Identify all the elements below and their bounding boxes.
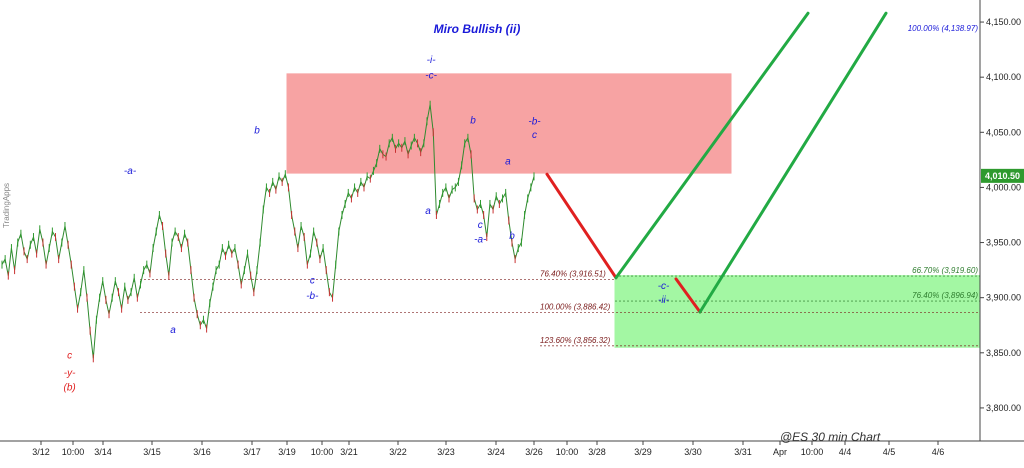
y-tick-label: 3,850.00 bbox=[986, 348, 1021, 358]
level-label: 66.70% (3,919.60) bbox=[912, 266, 978, 275]
x-tick-label: 3/16 bbox=[193, 447, 211, 457]
y-tick-label: 4,150.00 bbox=[986, 17, 1021, 27]
wave-label: (b) bbox=[64, 382, 76, 393]
level-label: 76.40% (3,896.94) bbox=[912, 291, 978, 300]
x-tick-label: 4/4 bbox=[839, 447, 852, 457]
y-tick-label: 3,800.00 bbox=[986, 403, 1021, 413]
x-tick-label: 10:00 bbox=[556, 447, 579, 457]
zones-layer bbox=[286, 73, 981, 348]
level-label: 100.00% (4,138.97) bbox=[908, 24, 979, 33]
x-tick-label: 10:00 bbox=[311, 447, 334, 457]
wave-label: -ii- bbox=[658, 295, 670, 306]
x-tick-label: 3/26 bbox=[525, 447, 543, 457]
watermark: TradingApps bbox=[2, 183, 11, 228]
y-tick-label: 3,900.00 bbox=[986, 293, 1021, 303]
wave-labels-layer: -a-b a c -b- -i- -c-a b c -a-a b -b-c -c- -ii-c -y- (b… bbox=[64, 55, 671, 393]
levels-layer: 76.40% (3,916.51) 100.00% (3,886.42) 123.6… bbox=[140, 24, 980, 347]
y-tick-label: 4,100.00 bbox=[986, 72, 1021, 82]
x-tick-label: 3/22 bbox=[389, 447, 407, 457]
target-zone bbox=[614, 275, 981, 348]
x-tick-label: 3/17 bbox=[243, 447, 261, 457]
last-price-label: 4,010.50 bbox=[985, 171, 1020, 181]
wave-label: -b- bbox=[306, 291, 319, 302]
y-tick-label: 4,050.00 bbox=[986, 127, 1021, 137]
x-tick-label: Apr bbox=[773, 447, 787, 457]
x-tick-label: 3/30 bbox=[684, 447, 702, 457]
green-up-1 bbox=[614, 11, 810, 280]
last-price-tag bbox=[981, 168, 1024, 183]
red-down-2 bbox=[674, 277, 702, 314]
x-tick-label: 3/31 bbox=[734, 447, 752, 457]
wave-label: c bbox=[532, 130, 537, 141]
x-tick-label: 3/19 bbox=[278, 447, 296, 457]
wave-label: -c- bbox=[425, 70, 437, 81]
x-tick-label: 3/21 bbox=[340, 447, 358, 457]
x-tick-label: 4/5 bbox=[883, 447, 896, 457]
wave-label: a bbox=[170, 325, 176, 336]
x-tick-label: 3/12 bbox=[32, 447, 50, 457]
wave-label: c bbox=[67, 350, 72, 361]
green-up-2 bbox=[698, 11, 888, 314]
wave-label: -a- bbox=[124, 166, 137, 177]
x-tick-label: 3/24 bbox=[487, 447, 505, 457]
red-down-1 bbox=[545, 172, 618, 280]
wave-label: b bbox=[509, 231, 515, 242]
y-tick-label: 3,950.00 bbox=[986, 238, 1021, 248]
wave-label: -i- bbox=[427, 55, 437, 66]
wave-label: b bbox=[470, 115, 476, 126]
wave-label: a bbox=[425, 206, 431, 217]
chart-title: Miro Bullish (ii) bbox=[434, 22, 521, 36]
level-label: 100.00% (3,886.42) bbox=[540, 303, 611, 312]
y-tick-label: 4,000.00 bbox=[986, 182, 1021, 192]
wave-label: c bbox=[310, 275, 315, 286]
projection-layer bbox=[545, 11, 888, 314]
resistance-zone bbox=[286, 73, 732, 174]
level-label: 123.60% (3,856.32) bbox=[540, 336, 611, 345]
chart-footer: @ES 30 min Chart bbox=[780, 430, 881, 444]
wave-label: b bbox=[254, 125, 260, 136]
x-tick-label: 10:00 bbox=[801, 447, 824, 457]
wave-label: -a- bbox=[474, 235, 487, 246]
x-tick-label: 3/29 bbox=[634, 447, 652, 457]
x-tick-label: 3/14 bbox=[94, 447, 112, 457]
price-layer bbox=[1, 100, 535, 363]
wave-label: -y- bbox=[64, 368, 76, 379]
wave-label: a bbox=[505, 156, 511, 167]
wave-label: -c- bbox=[658, 281, 670, 292]
x-tick-label: 3/23 bbox=[437, 447, 455, 457]
wave-label: c bbox=[478, 220, 483, 231]
x-tick-label: 4/6 bbox=[932, 447, 945, 457]
x-tick-label: 10:00 bbox=[62, 447, 85, 457]
level-label: 76.40% (3,916.51) bbox=[540, 269, 606, 278]
x-tick-label: 3/15 bbox=[143, 447, 161, 457]
axis-layer: 4,150.00 4,100.00 4,050.00 4,000.00 3,950.00… bbox=[0, 0, 1024, 457]
x-tick-label: 3/28 bbox=[588, 447, 606, 457]
wave-label: -b- bbox=[528, 117, 541, 128]
